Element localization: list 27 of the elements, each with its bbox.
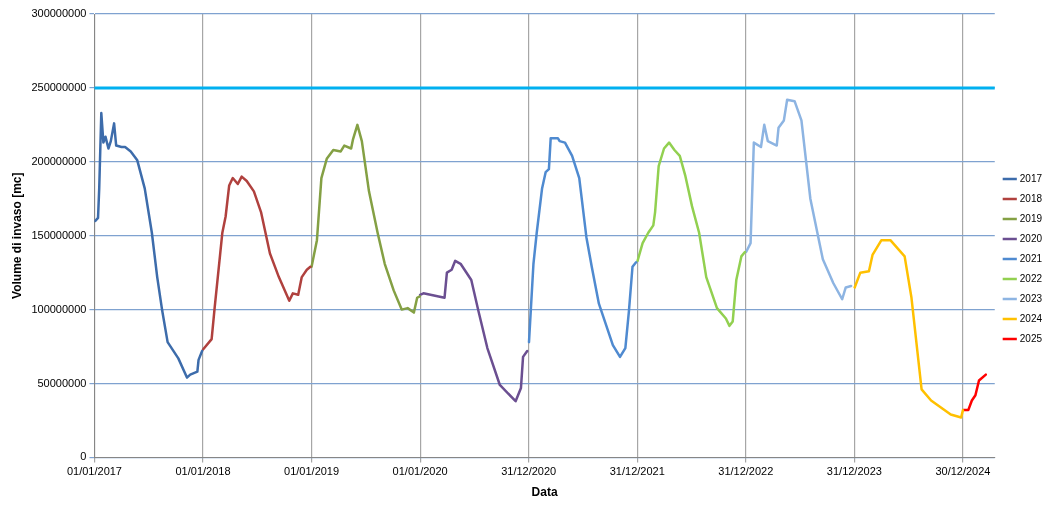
y-tick-label: 0 (80, 450, 87, 463)
y-tick-label: 300000000 (31, 7, 87, 20)
legend-label: 2017 (1019, 172, 1043, 184)
y-tick-label: 50000000 (37, 376, 87, 389)
legend-label: 2025 (1019, 332, 1043, 344)
legend-label: 2020 (1019, 232, 1043, 244)
legend-label: 2018 (1019, 192, 1043, 204)
y-tick-label: 150000000 (31, 228, 87, 241)
x-tick-label: 01/01/2019 (284, 465, 340, 478)
legend-label: 2024 (1019, 312, 1043, 324)
y-tick-label: 250000000 (31, 80, 87, 93)
x-tick-label: 31/12/2023 (826, 465, 882, 478)
legend-label: 2022 (1019, 272, 1043, 284)
x-tick-label: 01/01/2020 (392, 465, 448, 478)
x-tick-label: 31/12/2022 (718, 465, 774, 478)
x-tick-label: 30/12/2024 (935, 465, 991, 478)
legend-label: 2021 (1019, 252, 1043, 264)
legend-label: 2023 (1019, 292, 1043, 304)
x-tick-label: 31/12/2020 (501, 465, 557, 478)
y-tick-label: 200000000 (31, 154, 87, 167)
x-tick-label: 01/01/2018 (175, 465, 231, 478)
y-tick-label: 100000000 (31, 302, 87, 315)
x-axis-title: Data (531, 485, 558, 500)
legend-label: 2019 (1019, 212, 1043, 224)
y-axis-title: Volume di invaso [mc] (9, 172, 24, 299)
x-tick-label: 31/12/2021 (609, 465, 665, 478)
x-tick-label: 01/01/2017 (66, 465, 122, 478)
